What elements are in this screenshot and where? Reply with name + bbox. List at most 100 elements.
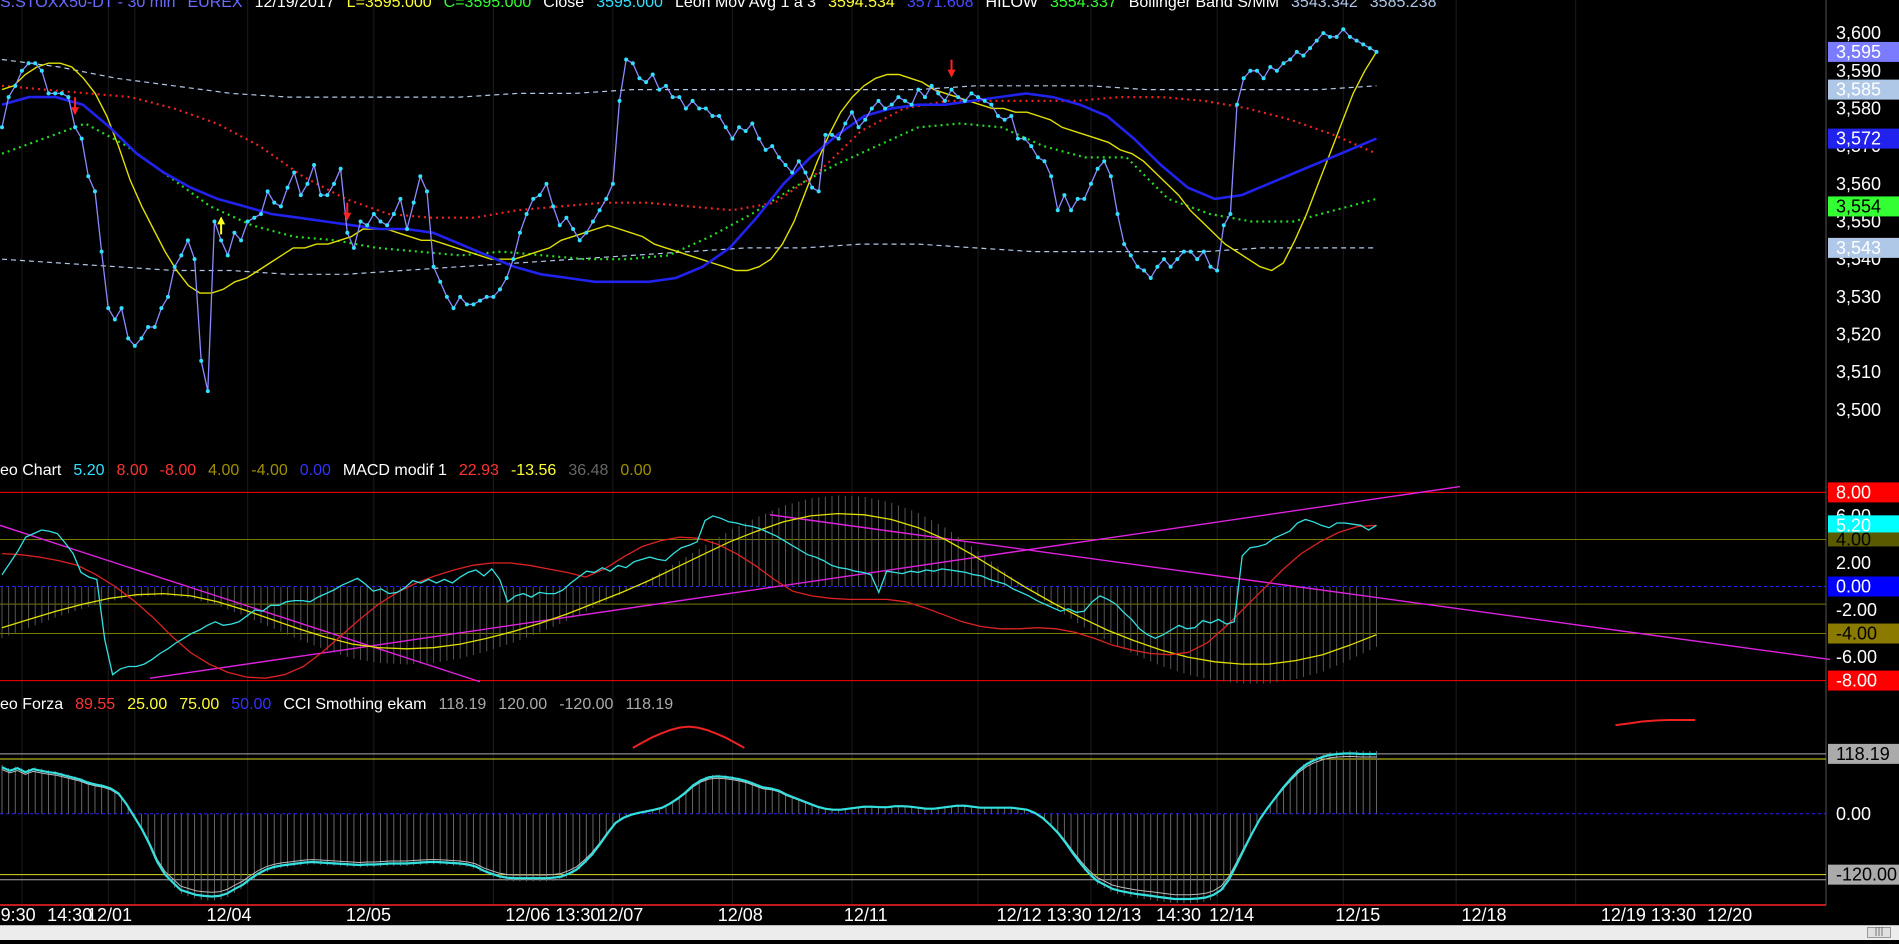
close-price-point bbox=[192, 257, 197, 262]
close-price-point bbox=[624, 57, 629, 62]
time-tick-label: 12/18 bbox=[1461, 905, 1506, 925]
price-legend-item: EUREX bbox=[187, 0, 243, 11]
close-price-point bbox=[584, 230, 589, 235]
cci-value-badge-bg bbox=[1828, 743, 1899, 764]
close-price-point bbox=[1374, 49, 1379, 54]
close-price-point bbox=[325, 193, 330, 198]
macd-value-badge: 4.00 bbox=[1836, 529, 1871, 549]
price-value-badge-bg bbox=[1828, 237, 1899, 258]
price-legend-item: Bollinger Band S/MM bbox=[1128, 0, 1280, 11]
close-price-point bbox=[1148, 276, 1153, 281]
close-price-point bbox=[205, 389, 210, 394]
close-price-point bbox=[650, 72, 655, 77]
close-price-point bbox=[1181, 249, 1186, 254]
close-price-point bbox=[59, 91, 64, 96]
close-price-point bbox=[358, 219, 363, 224]
close-price-point bbox=[172, 264, 177, 269]
close-price-point bbox=[723, 125, 728, 130]
close-price-point bbox=[929, 83, 934, 88]
close-price-point bbox=[225, 253, 230, 258]
close-price-point bbox=[73, 125, 78, 130]
close-price-point bbox=[6, 95, 11, 100]
close-price-point bbox=[1142, 268, 1147, 273]
cci-red-segment bbox=[1615, 719, 1696, 727]
close-price-point bbox=[863, 117, 868, 122]
scroll-grip-icon[interactable]: ||| bbox=[1867, 927, 1891, 938]
close-price-point bbox=[577, 238, 582, 243]
macd-value-badge: 8.00 bbox=[1836, 482, 1871, 502]
time-tick-label: 12/13 bbox=[1096, 905, 1141, 925]
price-legend-item: C=3595.000 bbox=[443, 0, 532, 11]
close-price-point bbox=[1254, 68, 1259, 73]
close-price-point bbox=[1274, 68, 1279, 73]
close-price-point bbox=[690, 98, 695, 103]
close-price-point bbox=[810, 185, 815, 190]
time-tick-label: 12/04 bbox=[206, 905, 251, 925]
close-price-point bbox=[232, 230, 237, 235]
close-price-point bbox=[1188, 249, 1193, 254]
sell-arrow-icon bbox=[71, 97, 80, 116]
close-price-point bbox=[1162, 257, 1166, 262]
time-tick-label: 12/14 bbox=[1209, 905, 1254, 925]
bollinger-lower-line bbox=[1, 243, 1377, 275]
close-price-point bbox=[670, 95, 675, 100]
price-legend-item: 3554.337 bbox=[1050, 0, 1117, 11]
close-price-point bbox=[92, 189, 97, 194]
close-price-point bbox=[936, 91, 941, 96]
close-price-point bbox=[405, 227, 410, 232]
close-price-point bbox=[683, 106, 688, 111]
close-price-point bbox=[385, 223, 390, 228]
close-price-point bbox=[916, 87, 921, 92]
close-price-point bbox=[106, 306, 111, 311]
close-price-point bbox=[13, 83, 18, 88]
close-price-point bbox=[179, 253, 184, 258]
close-price-point bbox=[345, 230, 350, 235]
time-tick-label: 12/19 13:30 bbox=[1601, 905, 1696, 925]
close-price-point bbox=[146, 325, 151, 330]
close-price-point bbox=[1367, 46, 1372, 51]
horizontal-scrollbar[interactable]: ||| bbox=[0, 925, 1899, 940]
close-price-point bbox=[365, 223, 370, 228]
macd-legend-item: 0.00 bbox=[299, 462, 331, 479]
close-price-point bbox=[278, 204, 283, 209]
close-price-point bbox=[531, 196, 536, 201]
macd-legend-item: -13.56 bbox=[510, 462, 557, 479]
macd-legend-item: 22.93 bbox=[458, 462, 499, 479]
close-price-point bbox=[630, 61, 635, 66]
macd-value-badge: 0.00 bbox=[1836, 577, 1871, 597]
close-price-point bbox=[524, 211, 529, 216]
close-price-point bbox=[604, 196, 609, 201]
close-price-point bbox=[889, 102, 894, 107]
macd-legend-item: MACD modif 1 bbox=[342, 462, 447, 479]
price-tick-label: 3,520 bbox=[1836, 325, 1881, 345]
price-legend-item: 12/19/2017 bbox=[254, 0, 335, 11]
close-price-point bbox=[976, 95, 981, 100]
price-tick-label: 3,550 bbox=[1836, 212, 1881, 232]
close-price-point bbox=[909, 102, 914, 107]
sell-arrow-icon bbox=[947, 59, 956, 78]
close-price-point bbox=[770, 144, 775, 149]
close-price-point bbox=[517, 230, 522, 235]
price-value-badge: 3,595 bbox=[1836, 42, 1881, 62]
close-price-point bbox=[66, 95, 71, 100]
cci-legend-item: 118.19 bbox=[625, 696, 674, 713]
close-price-point bbox=[1321, 31, 1326, 36]
close-price-point bbox=[298, 193, 303, 198]
price-tick-label: 3,600 bbox=[1836, 23, 1881, 43]
time-tick-label: 14:30 bbox=[47, 905, 92, 925]
hilow-green-line bbox=[1, 122, 1377, 261]
close-price-point bbox=[896, 95, 901, 100]
buy-arrow-icon bbox=[217, 216, 226, 235]
macd-value-badge: -4.00 bbox=[1836, 624, 1877, 644]
ma-yellow-line bbox=[1, 51, 1378, 294]
close-price-point bbox=[1268, 64, 1273, 69]
macd-signal-yellow-line bbox=[1, 512, 1377, 665]
close-price-point bbox=[511, 257, 516, 262]
close-price-point bbox=[796, 159, 801, 164]
close-price-point bbox=[431, 264, 436, 269]
macd-panel bbox=[0, 485, 1831, 684]
close-price-point bbox=[876, 98, 881, 103]
price-value-badge: 3,572 bbox=[1836, 129, 1881, 149]
price-tick-label: 3,580 bbox=[1836, 98, 1881, 118]
close-price-point bbox=[351, 245, 356, 250]
